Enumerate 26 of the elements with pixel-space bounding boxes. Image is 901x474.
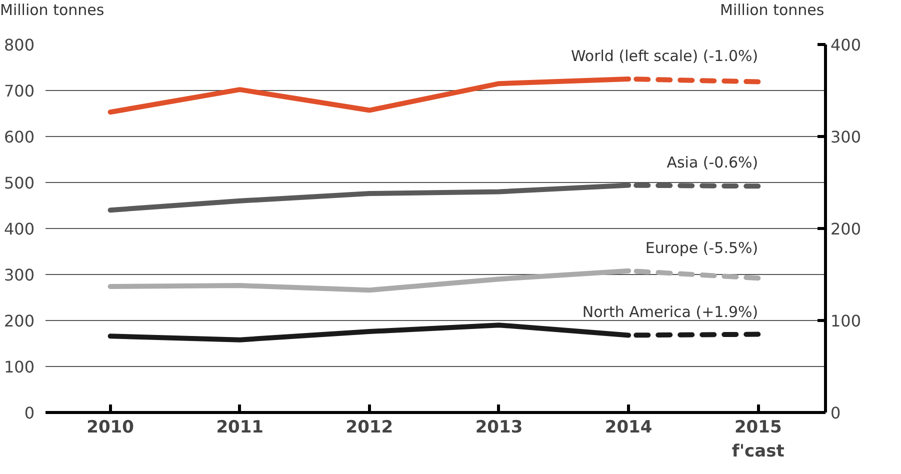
y-tick-label: 700 <box>4 82 35 100</box>
x-tick-label: 2012 <box>346 418 394 438</box>
y-tick-label: 800 <box>4 36 35 54</box>
x-tick-label: 2011 <box>216 418 264 438</box>
y-tick-label: 500 <box>4 174 35 192</box>
y2-tick-label: 200 <box>830 220 862 238</box>
y-tick-label: 300 <box>4 266 35 284</box>
y2-tick-label: 300 <box>830 128 862 146</box>
series-label: World (left scale) (-1.0%) <box>570 47 758 65</box>
y-tick-label: 100 <box>4 358 35 376</box>
y2-axis-title: Million tonnes <box>720 0 824 21</box>
series-label: North America (+1.9%) <box>582 303 758 322</box>
y2-tick-label: 400 <box>830 36 862 54</box>
y2-tick-label: 100 <box>830 312 862 330</box>
y-tick-label: 200 <box>4 312 35 330</box>
x-tick-label: 2010 <box>86 418 134 438</box>
x-tick-label: 2015 f'cast <box>732 418 784 462</box>
text: Asia (-0.6%) <box>666 153 758 172</box>
y-tick-label: 0 <box>24 404 35 422</box>
y2-tick-label: 0 <box>830 404 841 422</box>
y-tick-label: 600 <box>4 128 35 146</box>
x-tick-label: 2014 <box>604 418 652 438</box>
x-tick-label: 2013 <box>475 418 523 438</box>
y-tick-label: 400 <box>4 220 35 238</box>
series-label: Europe (-5.5%) <box>645 238 758 257</box>
y-axis-title: Million tonnes <box>0 0 104 21</box>
